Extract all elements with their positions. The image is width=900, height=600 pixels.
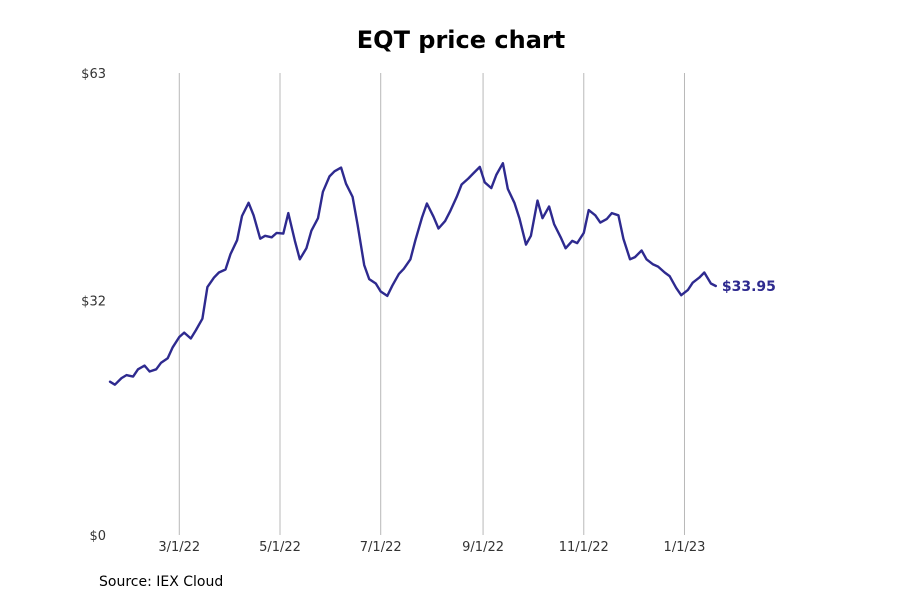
y-tick-label: $63 bbox=[81, 67, 106, 82]
x-tick-label: 5/1/22 bbox=[259, 540, 301, 555]
y-tick-label: $0 bbox=[89, 529, 106, 544]
source-note: Source: IEX Cloud bbox=[99, 574, 224, 590]
price-line bbox=[108, 161, 717, 386]
x-tick-label: 9/1/22 bbox=[462, 540, 504, 555]
x-tick-label: 3/1/22 bbox=[158, 540, 200, 555]
x-tick-label: 7/1/22 bbox=[360, 540, 402, 555]
x-tick-label: 11/1/22 bbox=[559, 540, 609, 555]
x-tick-label: 1/1/23 bbox=[664, 540, 706, 555]
last-value-label: $33.95 bbox=[722, 279, 776, 295]
chart-title: EQT price chart bbox=[356, 26, 566, 54]
y-tick-label: $32 bbox=[81, 294, 106, 309]
